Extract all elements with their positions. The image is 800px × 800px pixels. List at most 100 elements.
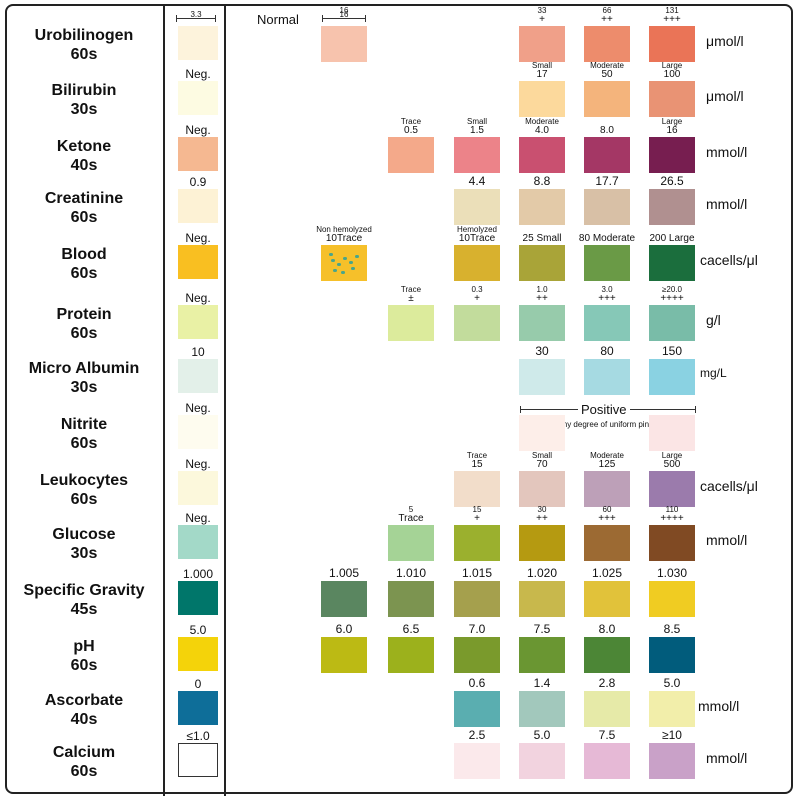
color-block	[519, 691, 565, 727]
test-time: 30s	[70, 545, 98, 562]
color-block-label: Large	[661, 451, 683, 460]
color-block	[519, 245, 565, 281]
color-block	[649, 691, 695, 727]
test-name: Urobilinogen	[34, 27, 134, 44]
color-block-label: 110	[665, 505, 679, 514]
color-block-label: Non hemolyzed	[316, 225, 372, 234]
color-block	[584, 637, 630, 673]
color-block	[321, 245, 367, 281]
color-block-label: Large	[661, 61, 683, 70]
color-block-label: 131	[665, 6, 679, 15]
color-block	[454, 137, 500, 173]
color-block	[584, 359, 630, 395]
strip-pad	[178, 471, 218, 505]
strip-range-marker	[176, 15, 216, 22]
color-block-value: +	[539, 14, 545, 25]
strip-pad	[178, 189, 218, 223]
test-unit: mmol/l	[706, 144, 748, 160]
color-block	[321, 581, 367, 617]
color-block-value: ++++	[660, 293, 684, 304]
test-name: Creatinine	[44, 190, 124, 207]
color-block	[454, 581, 500, 617]
strip-pad	[178, 26, 218, 60]
color-block-label: Moderate	[525, 117, 559, 126]
color-block-label: 4.4	[468, 174, 486, 188]
test-unit: cacells/μl	[700, 252, 758, 268]
test-unit: cacells/μl	[700, 478, 758, 494]
color-block	[649, 305, 695, 341]
color-block	[584, 691, 630, 727]
test-name: Protein	[56, 306, 112, 323]
color-block-label: 33	[537, 6, 547, 15]
color-block-value: 0.5	[404, 125, 418, 136]
test-name: Specific Gravity	[23, 582, 145, 599]
color-block-value: 4.0	[535, 125, 549, 136]
color-block	[649, 81, 695, 117]
color-block	[388, 137, 434, 173]
test-name: Calcium	[52, 744, 116, 761]
color-block	[584, 743, 630, 779]
color-block	[519, 525, 565, 561]
color-block-label: 3.0	[601, 285, 613, 294]
color-block-value: 80 Moderate	[578, 233, 636, 244]
test-time: 60s	[70, 491, 98, 508]
strip-pad	[178, 581, 218, 615]
color-block-label: 30	[535, 344, 549, 358]
color-block	[519, 305, 565, 341]
color-block-value: ±	[408, 293, 414, 304]
color-block	[519, 26, 565, 62]
strip-label: Neg.	[185, 231, 211, 245]
test-name: Ketone	[56, 138, 112, 155]
color-block-label: Moderate	[590, 451, 624, 460]
color-block-label: Trace	[400, 285, 422, 294]
color-block-value: +++	[663, 14, 681, 25]
color-block	[649, 581, 695, 617]
color-block	[649, 471, 695, 507]
color-block-value: 15	[471, 459, 483, 470]
hemolysis-speckle	[329, 253, 333, 256]
positive-description: Any degree of uniform pink color	[557, 420, 673, 429]
color-block-value: 17	[536, 69, 548, 80]
color-block	[519, 581, 565, 617]
color-block-label: Small	[466, 117, 487, 126]
color-block-label: 1.030	[656, 566, 688, 580]
color-block-value: 125	[598, 459, 616, 470]
color-block	[649, 743, 695, 779]
test-time: 45s	[70, 601, 98, 618]
color-block	[649, 137, 695, 173]
color-block-label: 80	[600, 344, 614, 358]
test-name: Micro Albumin	[28, 360, 140, 377]
test-unit: mmol/l	[706, 750, 748, 766]
color-block-label: 15	[472, 505, 482, 514]
color-block-label: Trace	[400, 117, 422, 126]
color-block-label: 60	[602, 505, 612, 514]
color-block-value: 1.5	[470, 125, 484, 136]
color-block-label: 8.5	[663, 622, 681, 636]
color-block-label: 1.4	[533, 676, 551, 690]
color-block-label: 7.0	[468, 622, 486, 636]
test-time: 60s	[70, 763, 98, 780]
reference-strip	[163, 4, 226, 796]
color-block-label: 1.025	[591, 566, 623, 580]
color-block-label: 1.010	[395, 566, 427, 580]
color-block	[454, 637, 500, 673]
color-block	[519, 137, 565, 173]
strip-label: Neg.	[185, 401, 211, 415]
color-block-label: Hemolyzed	[456, 225, 497, 234]
color-block	[321, 637, 367, 673]
color-block-value: 100	[663, 69, 681, 80]
test-unit: μmol/l	[706, 33, 744, 49]
color-block-label: 2.8	[598, 676, 616, 690]
color-block-value: Trace	[398, 513, 424, 524]
test-name: Nitrite	[60, 416, 108, 433]
color-block	[584, 305, 630, 341]
test-time: 60s	[70, 209, 98, 226]
hemolysis-speckle	[333, 269, 337, 272]
color-block	[519, 743, 565, 779]
strip-label: Neg.	[185, 457, 211, 471]
color-block	[388, 637, 434, 673]
color-block-label: 8.8	[533, 174, 551, 188]
color-block	[454, 471, 500, 507]
color-block-label: ≥10	[662, 728, 682, 742]
color-block-value: 16	[666, 125, 678, 136]
